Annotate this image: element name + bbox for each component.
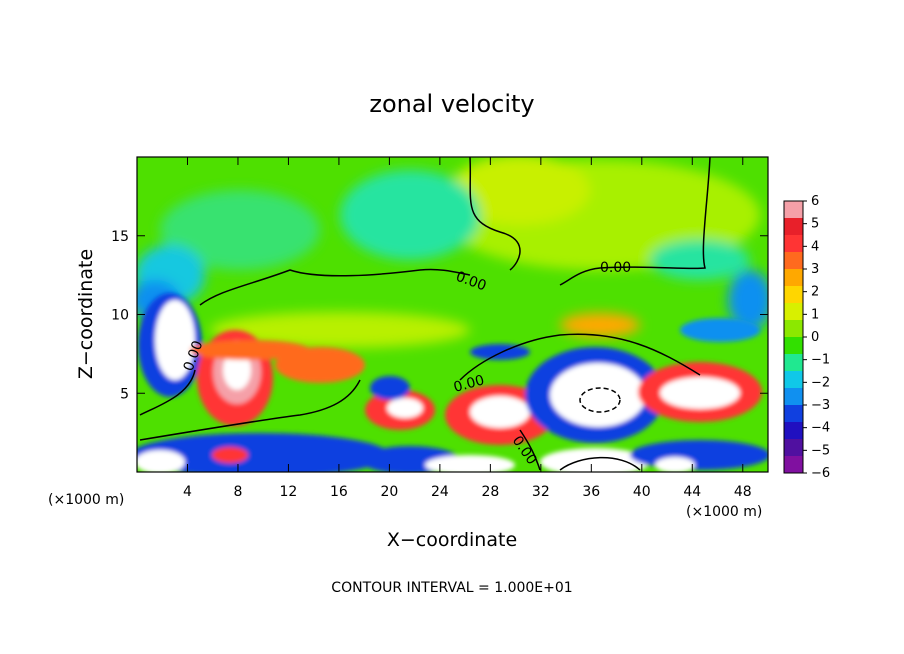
x-tick-label: 48 [734,484,752,500]
contour-line [559,157,711,286]
colorbar-tick-label: −5 [811,443,830,458]
colorbar-tick-label: 5 [811,217,819,232]
colorbar-tick-label: 3 [811,262,819,277]
colorbar-swatch [784,235,803,253]
colorbar-swatch [784,337,803,355]
colorbar: 6 5 4 3 2 1 0 −1 −2 −3 −4 −5 −6 [783,194,830,481]
colorbar-tick-label: 2 [811,285,819,300]
colorbar-swatch [784,405,803,423]
contour-line [139,379,361,441]
field-blobs-sharp [137,293,768,472]
colorbar-swatch [784,422,803,440]
colorbar-swatch [784,252,803,270]
y-axis: 5 10 15 [111,229,768,402]
colorbar-swatch [784,269,803,287]
contour-line [559,456,641,471]
contour-label: 0.00 [600,260,631,276]
colorbar-tick-label: 4 [811,239,819,254]
colorbar-tick-label: −2 [811,375,830,390]
x-tick-label: 12 [280,484,298,500]
contour-line [459,333,701,381]
x-tick-label: 32 [532,484,550,500]
colorbar-swatch [784,320,803,338]
contour-label: 0.00 [452,372,486,396]
colorbar-tick-label: −1 [811,353,830,368]
colorbar-swatch [784,303,803,321]
colorbar-swatch [784,354,803,372]
x-tick-label: 16 [330,484,348,500]
x-unit-label-left: (×1000 m) [48,492,124,508]
colorbar-swatch [784,439,803,457]
x-axis: 4 8 12 16 20 24 28 32 36 40 44 48 [183,157,752,500]
contour-line [199,268,471,306]
x-tick-label: 36 [582,484,600,500]
x-unit-label-right: (×1000 m) [686,504,762,520]
colorbar-tick-label: 0 [811,330,819,345]
colorbar-swatch [784,218,803,236]
x-tick-label: 40 [633,484,651,500]
chart-title: zonal velocity [369,90,534,118]
colorbar-swatch [784,371,803,389]
colorbar-swatch [784,456,803,474]
y-tick-label: 15 [111,229,129,245]
colorbar-tick-label: −6 [811,466,830,481]
heatmap-field: 0.00 0.00 0.00 0.00 0.00 [137,157,768,472]
x-tick-label: 20 [380,484,398,500]
y-axis-label: Z−coordinate [75,249,97,379]
x-tick-label: 44 [683,484,701,500]
colorbar-swatch [784,201,803,219]
colorbar-tick-label: −3 [811,398,830,413]
x-tick-label: 4 [183,484,192,500]
colorbar-swatch [784,388,803,406]
contour-lines [139,157,711,471]
x-axis-label: X−coordinate [387,529,517,551]
x-tick-label: 28 [481,484,499,500]
colorbar-swatch [784,286,803,304]
contour-line [139,369,196,416]
colorbar-tick-label: 6 [811,194,819,209]
contour-line [469,157,521,271]
y-tick-label: 5 [120,386,129,402]
colorbar-tick-label: −4 [811,421,830,436]
contour-line [519,429,541,471]
contour-line-negative [579,387,621,413]
x-tick-label: 24 [431,484,449,500]
colorbar-tick-label: 1 [811,307,819,322]
contour-interval-note: CONTOUR INTERVAL = 1.000E+01 [331,580,572,596]
y-tick-label: 10 [111,308,129,324]
x-tick-label: 8 [233,484,242,500]
